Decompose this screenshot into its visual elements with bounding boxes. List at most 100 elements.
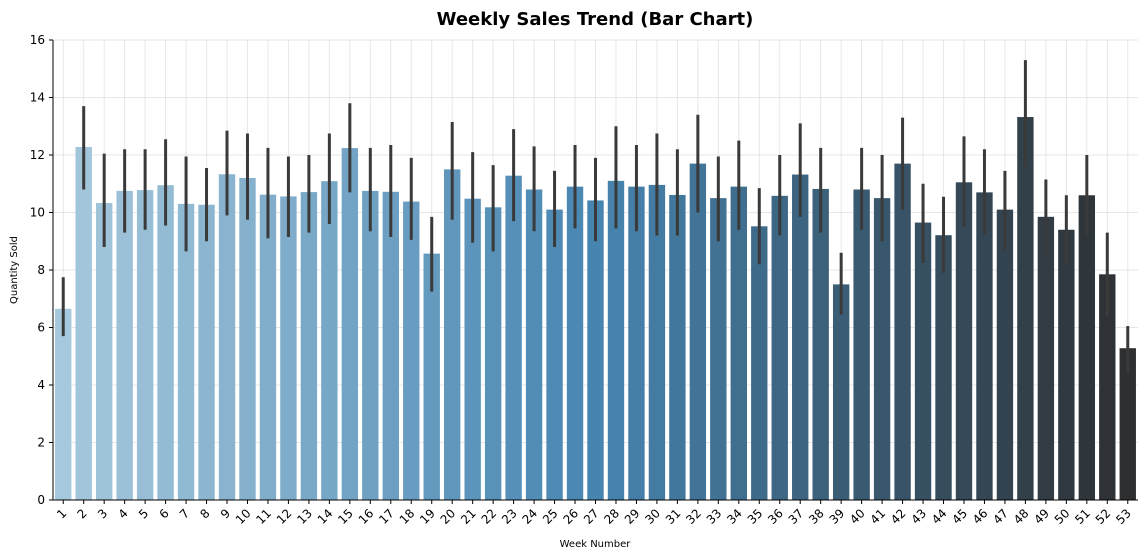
chart-title: Weekly Sales Trend (Bar Chart)	[437, 9, 754, 30]
bar-week-40	[853, 189, 870, 500]
x-tick-label: 18	[397, 506, 418, 527]
bar-week-1	[55, 308, 72, 500]
x-tick-label: 45	[949, 506, 970, 527]
bar-week-4	[116, 190, 133, 500]
y-tick-label: 4	[37, 378, 45, 392]
x-tick-label: 8	[197, 506, 212, 521]
x-tick-label: 12	[274, 506, 295, 527]
x-tick-label: 36	[765, 506, 786, 527]
y-tick-label: 14	[30, 91, 45, 105]
bar-week-25	[546, 209, 563, 500]
x-tick-label: 41	[868, 506, 889, 527]
bar-week-18	[403, 201, 420, 500]
x-tick-label: 22	[479, 506, 500, 527]
y-tick-label: 10	[30, 206, 45, 220]
x-tick-label: 43	[908, 506, 929, 527]
x-tick-label: 25	[540, 506, 561, 527]
x-tick-label: 42	[888, 506, 909, 527]
x-tick-label: 21	[458, 506, 479, 527]
x-tick-label: 7	[177, 506, 192, 521]
bar-week-9	[218, 174, 236, 500]
bar-week-2	[75, 146, 92, 500]
x-tick-label: 32	[683, 506, 704, 527]
x-tick-label: 46	[970, 506, 991, 527]
bar-week-23	[505, 175, 522, 500]
bar-week-17	[382, 191, 399, 501]
bar-week-37	[792, 174, 809, 501]
bar-week-46	[976, 192, 993, 500]
bar-week-47	[996, 209, 1014, 500]
bar-week-41	[873, 198, 891, 500]
y-tick-label: 12	[30, 148, 45, 162]
bar-week-35	[751, 226, 768, 501]
bar-week-32	[689, 163, 707, 500]
bar-week-51	[1078, 195, 1096, 500]
bar-week-19	[423, 253, 440, 500]
x-tick-label: 34	[724, 506, 745, 527]
x-tick-label: 51	[1072, 506, 1093, 527]
x-axis-label: Week Number	[560, 539, 632, 550]
x-tick-label: 20	[438, 506, 459, 527]
bar-week-26	[566, 186, 584, 500]
bar-week-16	[362, 190, 379, 500]
bar-week-44	[935, 235, 952, 500]
x-tick-label: 14	[315, 506, 336, 527]
x-tick-label: 4	[115, 506, 130, 521]
bars	[55, 117, 1136, 501]
bar-week-34	[730, 186, 747, 500]
x-tick-label: 31	[663, 506, 684, 527]
bar-week-50	[1058, 229, 1075, 500]
bar-week-53	[1119, 348, 1136, 500]
bar-week-39	[832, 284, 850, 500]
y-tick-label: 8	[37, 263, 45, 277]
x-tick-label: 19	[417, 506, 438, 527]
x-tick-label: 39	[827, 506, 848, 527]
bar-week-27	[587, 200, 604, 501]
x-tick-label: 50	[1052, 506, 1073, 527]
x-tick-label: 30	[642, 506, 663, 527]
x-tick-label: 35	[745, 506, 766, 527]
bar-week-36	[771, 195, 788, 500]
bar-week-48	[1017, 117, 1034, 501]
x-tick-label: 3	[95, 506, 110, 521]
y-tick-label: 2	[37, 436, 45, 450]
y-axis: 0 2 4 6 8 10 12 14 16	[30, 33, 54, 507]
bar-week-22	[484, 207, 502, 500]
x-axis: 1 2 3 4 5 6 7 8 9 10 11 12 13 14 15 16 17 18 19 20 21 22 23 24 2…	[53, 499, 1138, 527]
y-tick-label: 16	[30, 33, 45, 47]
x-tick-label: 23	[499, 506, 520, 527]
x-tick-label: 27	[581, 506, 602, 527]
bar-week-31	[669, 194, 686, 500]
x-tick-label: 15	[335, 506, 356, 527]
bar-week-30	[648, 184, 666, 500]
x-tick-label: 52	[1093, 506, 1114, 527]
bar-week-49	[1037, 216, 1055, 500]
bar-week-7	[177, 203, 195, 500]
bar-week-3	[95, 203, 113, 500]
x-tick-label: 6	[156, 506, 171, 521]
x-tick-label: 28	[601, 506, 622, 527]
y-axis-label: Quantity Sold	[9, 236, 20, 304]
x-tick-label: 33	[704, 506, 725, 527]
x-tick-label: 2	[75, 506, 90, 521]
bar-week-14	[321, 181, 338, 500]
x-tick-label: 11	[253, 506, 274, 527]
bar-week-33	[710, 198, 727, 500]
bar-week-13	[300, 192, 318, 500]
x-tick-label: 48	[1011, 506, 1032, 527]
x-tick-label: 44	[929, 506, 950, 527]
bar-week-24	[525, 189, 543, 500]
x-tick-label: 1	[54, 506, 69, 521]
error-bars	[61, 60, 1130, 373]
x-tick-label: 13	[294, 506, 315, 527]
bar-week-45	[955, 182, 973, 500]
bar-week-8	[198, 204, 215, 501]
x-tick-label: 38	[806, 506, 827, 527]
x-tick-label: 10	[233, 506, 254, 527]
bar-week-52	[1099, 274, 1116, 500]
x-tick-label: 29	[622, 506, 643, 527]
bar-week-21	[464, 198, 481, 500]
y-tick-label: 6	[37, 321, 45, 335]
